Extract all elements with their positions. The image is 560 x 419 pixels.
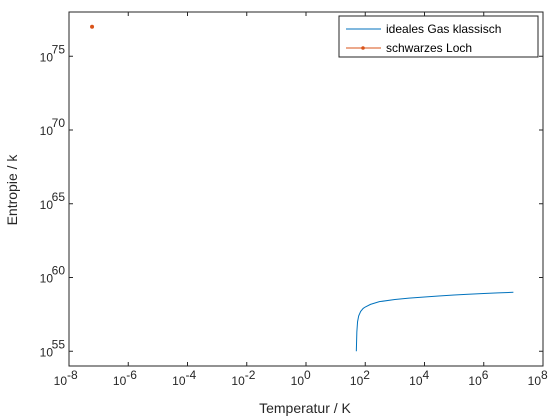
x-tick-label-base: 10 — [231, 374, 245, 388]
x-tick-label: 10 8 — [528, 368, 548, 388]
x-tick-label-exp: -2 — [245, 368, 256, 382]
x-tick-label: 10 2 — [350, 368, 370, 388]
y-tick-label-base: 10 — [40, 198, 54, 212]
x-tick-label-exp: 2 — [363, 368, 370, 382]
x-tick-label-exp: -6 — [126, 368, 137, 382]
legend-label-ideal-gas: ideales Gas klassisch — [386, 22, 501, 36]
y-tick-label-exp: 70 — [52, 116, 66, 130]
y-tick-label-exp: 65 — [52, 190, 66, 204]
x-tick-label-exp: -8 — [67, 368, 78, 382]
data-point-schwarzes-loch — [90, 24, 95, 29]
y-tick-label-exp: 55 — [52, 337, 66, 351]
x-tick-label-base: 10 — [409, 374, 423, 388]
x-tick-label-base: 10 — [468, 374, 482, 388]
x-tick-label-base: 10 — [172, 374, 186, 388]
x-tick-label: 10 -8 — [54, 368, 78, 388]
x-tick-label-exp: -4 — [186, 368, 197, 382]
y-tick-label-base: 10 — [40, 272, 54, 286]
x-tick-label: 10 4 — [409, 368, 429, 388]
x-tick-label-base: 10 — [113, 374, 127, 388]
y-tick-label-exp: 75 — [52, 42, 66, 56]
y-tick-label-base: 10 — [40, 124, 54, 138]
x-tick-label: 10 -6 — [113, 368, 137, 388]
y-axis-label: Entropie / k — [4, 154, 20, 226]
y-tick-label-base: 10 — [40, 50, 54, 64]
y-tick-label-exp: 60 — [52, 264, 66, 278]
y-tick-label-base: 10 — [40, 345, 54, 359]
x-tick-label-exp: 8 — [541, 368, 548, 382]
legend-marker-black-hole — [361, 46, 365, 50]
plot-area — [68, 11, 544, 367]
x-tick-label: 10 -4 — [172, 368, 196, 388]
x-tick-label-exp: 4 — [423, 368, 430, 382]
ticks-layer: 10 -8 10 -6 10 -4 10 -2 10 0 10 2 10 4 10 6 10 8551060106… — [40, 12, 548, 388]
x-tick-label-exp: 0 — [304, 368, 311, 382]
x-tick-label: 10 6 — [468, 368, 488, 388]
x-axis-label: Temperatur / K — [259, 400, 351, 416]
x-tick-label-exp: 6 — [482, 368, 489, 382]
x-tick-label-base: 10 — [350, 374, 364, 388]
series-line-ideales-gas-klassisch — [355, 291, 514, 352]
legend-label-black-hole: schwarzes Loch — [386, 41, 472, 55]
x-tick-label-base: 10 — [528, 374, 542, 388]
series-layer — [90, 24, 514, 352]
x-tick-label: 10 0 — [291, 368, 311, 388]
x-tick-label-base: 10 — [291, 374, 305, 388]
legend-box — [338, 15, 539, 58]
x-tick-label: 10 -2 — [231, 368, 255, 388]
x-tick-label-base: 10 — [54, 374, 68, 388]
legend: ideales Gas klassisch schwarzes Loch — [338, 15, 539, 58]
